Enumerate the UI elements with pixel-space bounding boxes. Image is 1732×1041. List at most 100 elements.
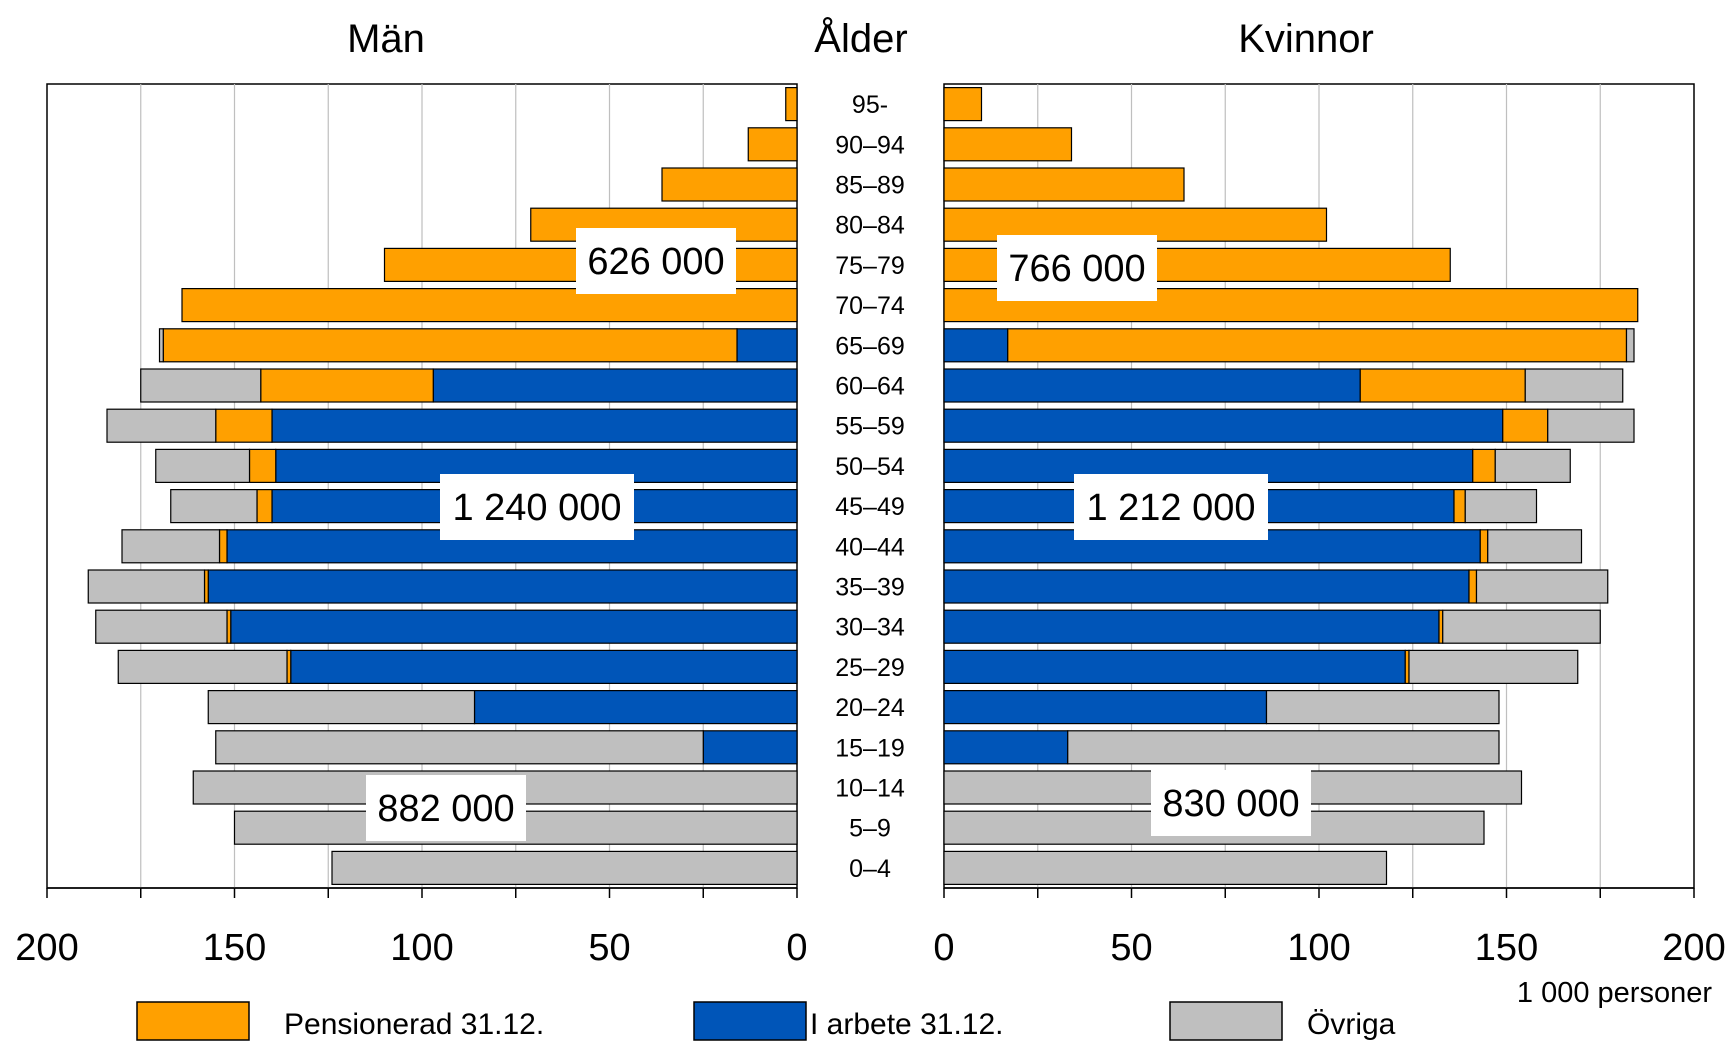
men-bar-pension	[181, 288, 798, 323]
age-label: 90–94	[835, 131, 905, 159]
total-box-men-ovriga	[366, 775, 526, 841]
women-bar-arbete	[943, 368, 1361, 403]
age-label: 40–44	[835, 533, 905, 561]
men-bar-pension	[218, 529, 228, 564]
age-label: 25–29	[835, 654, 905, 682]
men-bar-ovriga	[331, 850, 798, 886]
men-bar-pension	[162, 328, 738, 363]
women-bar-ovriga	[1067, 730, 1500, 765]
women-bar-pension	[1453, 489, 1466, 524]
men-tick-label: 50	[588, 927, 630, 969]
men-bar-pension	[661, 167, 798, 202]
men-bar-ovriga	[155, 448, 251, 483]
men-tick-label: 0	[786, 927, 807, 969]
women-tick-label: 100	[1287, 927, 1350, 969]
age-label: 10–14	[835, 775, 905, 803]
men-bar-ovriga	[95, 609, 228, 644]
men-bar-arbete	[432, 368, 798, 403]
women-bar-ovriga	[1524, 368, 1624, 403]
age-label: 15–19	[835, 734, 905, 762]
men-bar-ovriga	[215, 730, 704, 765]
women-bar-ovriga	[1547, 408, 1635, 443]
women-bar-ovriga	[1464, 489, 1538, 524]
men-bar-ovriga	[140, 368, 262, 403]
women-bar-arbete	[943, 328, 1009, 363]
women-bar-arbete	[943, 408, 1504, 443]
women-tick-label: 150	[1475, 927, 1538, 969]
total-box-women-arbete	[1074, 474, 1268, 540]
total-labels: 626 000 1 240 000 882 000 766 000 1 212 000 8…	[366, 228, 1311, 841]
age-label: 65–69	[835, 332, 905, 360]
women-bar-ovriga	[1408, 649, 1579, 685]
men-bar-ovriga	[87, 569, 206, 604]
total-box-women-pension	[997, 235, 1157, 301]
men-tick-label: 150	[203, 927, 266, 969]
men-bar-arbete	[702, 730, 798, 765]
total-label-women-ovriga: 830 000	[1162, 783, 1299, 825]
women-bar-arbete	[943, 730, 1069, 765]
age-labels: 95- 90–94 85–89 80–84 75–79 70–74 65–69 60–64 55…	[835, 91, 905, 883]
women-bar-pension	[1479, 529, 1489, 564]
total-box-men-arbete	[440, 474, 634, 540]
women-bar-pension	[1468, 569, 1478, 604]
age-label: 85–89	[835, 172, 905, 200]
women-bar-pension	[1359, 368, 1526, 403]
men-bar-pension	[785, 86, 798, 122]
age-label: 35–39	[835, 574, 905, 602]
age-label: 20–24	[835, 694, 905, 722]
legend-swatch-ovriga	[1169, 1001, 1283, 1041]
women-bar-pension	[1472, 448, 1496, 483]
men-tick-label: 200	[15, 927, 78, 969]
women-bar-ovriga	[943, 850, 1388, 886]
women-bar-ovriga	[1475, 569, 1609, 604]
total-label-women-arbete: 1 212 000	[1086, 487, 1255, 529]
total-box-women-ovriga	[1151, 770, 1311, 836]
women-tick-label: 50	[1110, 927, 1152, 969]
men-bar-arbete	[230, 609, 798, 644]
men-title: Män	[347, 17, 425, 61]
men-bar-arbete	[271, 408, 798, 443]
women-title: Kvinnor	[1238, 17, 1374, 61]
women-bar-pension	[943, 167, 1185, 202]
men-bar-pension	[215, 408, 273, 443]
legend-label-pension: Pensionerad 31.12.	[284, 1008, 544, 1041]
men-bar-ovriga	[170, 489, 258, 524]
women-tick-label: 200	[1662, 927, 1725, 969]
women-bar-ovriga	[1265, 689, 1500, 725]
age-label: 5–9	[849, 815, 891, 843]
men-bar-arbete	[736, 328, 798, 363]
women-tick-label: 0	[933, 927, 954, 969]
legend-label-ovriga: Övriga	[1307, 1008, 1396, 1041]
women-bar-ovriga	[1487, 529, 1583, 564]
age-label: 95-	[852, 91, 888, 119]
women-bar-arbete	[943, 689, 1268, 725]
women-bar-pension	[943, 86, 983, 122]
men-bar-ovriga	[121, 529, 221, 564]
total-label-men-arbete: 1 240 000	[452, 487, 621, 529]
total-label-men-pension: 626 000	[587, 241, 724, 283]
legend: Pensionerad 31.12. I arbete 31.12. Övriga	[136, 1001, 1396, 1041]
women-bar-pension	[1007, 328, 1628, 363]
men-bar-ovriga	[158, 328, 164, 363]
women-bar-ovriga	[1494, 448, 1571, 483]
age-label: 55–59	[835, 413, 905, 441]
men-tick-label: 100	[390, 927, 453, 969]
age-label: 50–54	[835, 453, 905, 481]
age-label: 60–64	[835, 373, 905, 401]
women-bar-ovriga	[1442, 609, 1601, 644]
age-label: 0–4	[849, 855, 891, 883]
men-bar-arbete	[473, 689, 798, 725]
women-bar-pension	[1502, 408, 1549, 443]
men-bar-pension	[248, 448, 277, 483]
x-axis-ticks: 200 150 100 50 0 0 50 100 150 200	[15, 927, 1725, 969]
age-label: 70–74	[835, 292, 905, 320]
unit-label: 1 000 personer	[1517, 977, 1712, 1009]
legend-label-arbete: I arbete 31.12.	[810, 1008, 1003, 1041]
men-bar-ovriga	[207, 689, 476, 725]
men-bar-ovriga	[117, 649, 288, 685]
men-bar-ovriga	[106, 408, 217, 443]
age-label: 75–79	[835, 252, 905, 280]
total-label-men-ovriga: 882 000	[377, 788, 514, 830]
women-bar-arbete	[943, 569, 1470, 604]
